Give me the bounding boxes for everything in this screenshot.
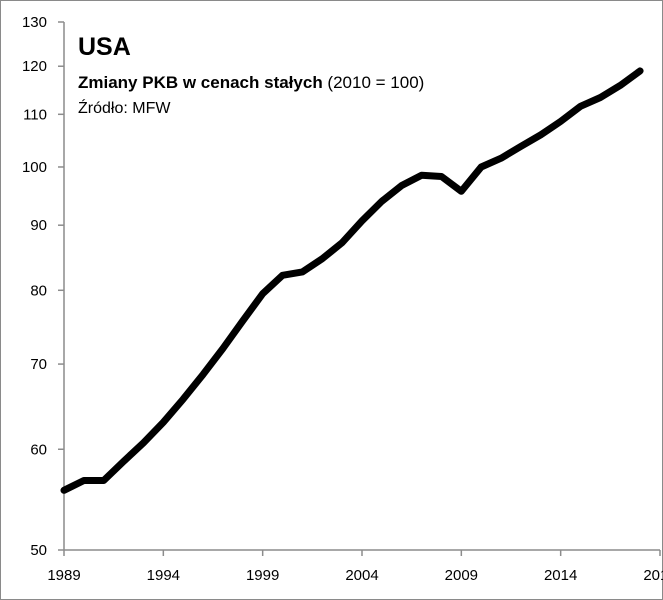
x-tick-label: 2004 (345, 567, 378, 584)
y-tick-label: 110 (23, 106, 47, 123)
x-axis-ticks: 1989 1994 1999 2004 2009 2014 2019 (47, 550, 663, 584)
x-tick-label: 1994 (147, 567, 180, 584)
y-tick-label: 100 (22, 159, 47, 176)
y-axis-ticks: 50 60 70 80 90 100 110 120 130 (22, 14, 64, 559)
chart-title: USA (78, 33, 131, 61)
series-line-usa (60, 67, 644, 494)
x-tick-label: 2019 (643, 567, 663, 584)
series-lines (60, 67, 644, 494)
y-tick-label: 50 (30, 542, 47, 559)
y-tick-label: 60 (30, 441, 47, 458)
chart-source: Źródło: MFW (78, 98, 171, 117)
y-tick-label: 80 (30, 282, 47, 299)
chart-subtitle-bold: Zmiany PKB w cenach stałych (78, 73, 323, 92)
y-tick-label: 130 (22, 14, 47, 31)
y-tick-label: 70 (30, 356, 47, 373)
x-tick-label: 2009 (445, 567, 478, 584)
x-tick-label: 1999 (246, 567, 279, 584)
chart-subtitle: Zmiany PKB w cenach stałych (2010 = 100) (78, 73, 424, 92)
y-tick-label: 120 (22, 58, 47, 75)
x-tick-label: 2014 (544, 567, 577, 584)
y-tick-label: 90 (30, 217, 47, 234)
x-tick-label: 1989 (47, 567, 80, 584)
chart-subtitle-plain: (2010 = 100) (323, 73, 425, 92)
